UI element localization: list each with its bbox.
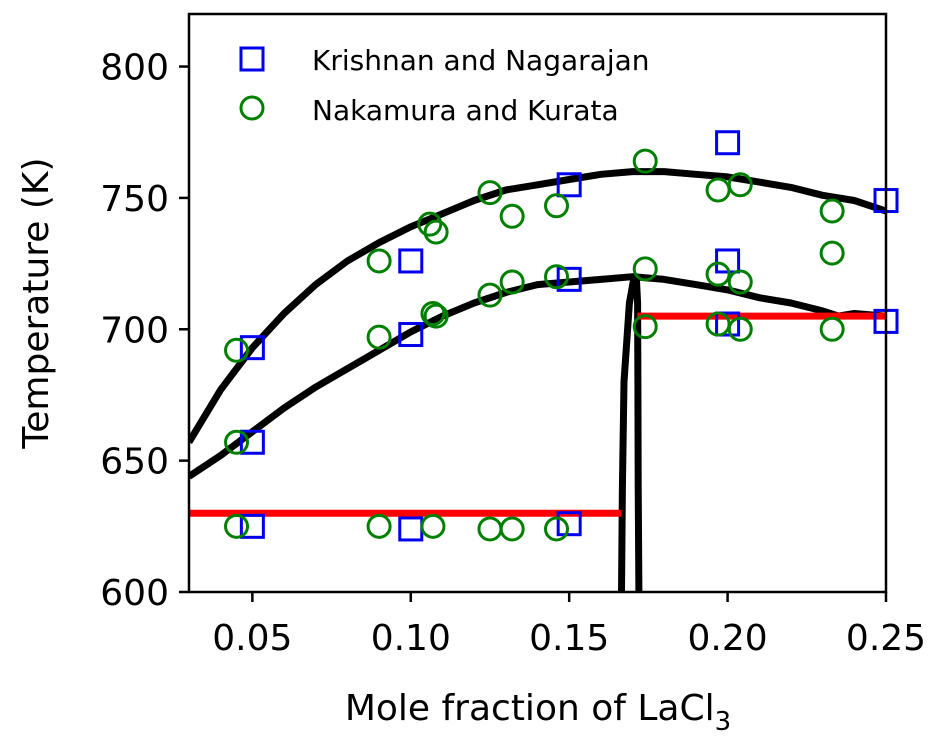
circle-point-14 (499, 203, 525, 229)
circle-point-10 (420, 513, 446, 539)
circle-point-13 (477, 516, 503, 542)
circle-point-21 (632, 256, 658, 282)
circle-point-29 (819, 198, 845, 224)
circle-point-16 (499, 516, 525, 542)
circle-point-8 (420, 301, 446, 327)
x-axis: 0.05 0.10 0.15 0.20 0.25 (212, 592, 926, 659)
x-axis-label: Mole fraction of LaCl3 (345, 688, 731, 737)
square-point-9 (715, 130, 741, 156)
circle-point-2 (224, 513, 250, 539)
circle-point-18 (544, 264, 570, 290)
x-tick-label: 0.20 (688, 618, 768, 659)
circle-point-5 (366, 513, 392, 539)
x-axis-label-main: Mole fraction of LaCl (345, 688, 715, 729)
circle-point-7 (423, 219, 449, 245)
circle-point-22 (632, 314, 658, 340)
y-tick-label: 600 (100, 573, 169, 614)
square-point-6 (556, 172, 582, 198)
x-tick-label: 0.10 (371, 618, 451, 659)
legend-label-krishnan: Krishnan and Nagarajan (312, 44, 650, 77)
circle-point-1 (224, 429, 250, 455)
legend: Krishnan and Nagarajan Nakamura and Kura… (239, 44, 650, 127)
y-axis: 600 650 700 750 800 (100, 48, 189, 614)
circle-point-9 (423, 303, 449, 329)
circle-point-27 (727, 269, 753, 295)
legend-label-nakamura: Nakamura and Kurata (312, 94, 619, 127)
y-tick-label: 700 (100, 310, 169, 351)
square-point-2 (239, 513, 265, 539)
circle-point-11 (477, 180, 503, 206)
circle-point-30 (819, 240, 845, 266)
circle-point-28 (727, 316, 753, 342)
legend-marker-square (239, 46, 265, 72)
x-tick-label: 0.15 (529, 618, 609, 659)
circle-point-12 (477, 282, 503, 308)
square-point-1 (239, 429, 265, 455)
square-point-11 (715, 311, 741, 337)
circle-point-23 (705, 177, 731, 203)
x-axis-label-subscript: 3 (715, 707, 732, 737)
circle-point-24 (705, 261, 731, 287)
circle-point-3 (366, 248, 392, 274)
square-point-0 (239, 335, 265, 361)
circle-point-19 (544, 516, 570, 542)
y-tick-label: 650 (100, 442, 169, 483)
circle-point-17 (544, 193, 570, 219)
plot-frame (187, 12, 888, 594)
square-point-5 (398, 516, 424, 542)
legend-marker-circle (239, 95, 265, 121)
square-point-3 (398, 248, 424, 274)
circle-point-31 (819, 316, 845, 342)
square-point-8 (556, 511, 582, 537)
y-tick-label: 750 (100, 179, 169, 220)
circle-point-20 (632, 148, 658, 174)
circle-point-4 (366, 324, 392, 350)
y-axis-label: Temperature (K) (16, 157, 57, 449)
curves-layer (189, 168, 886, 592)
square-point-7 (556, 266, 582, 292)
line-1 (189, 273, 886, 480)
circle-point-0 (224, 337, 250, 363)
points-layer (224, 130, 899, 542)
square-point-4 (398, 322, 424, 348)
line-2 (618, 273, 643, 592)
x-tick-label: 0.25 (846, 618, 926, 659)
x-tick-label: 0.05 (212, 618, 292, 659)
line-0 (189, 168, 886, 445)
circle-point-15 (499, 269, 525, 295)
circle-point-26 (727, 172, 753, 198)
circle-point-6 (417, 211, 443, 237)
y-tick-label: 800 (100, 48, 169, 89)
